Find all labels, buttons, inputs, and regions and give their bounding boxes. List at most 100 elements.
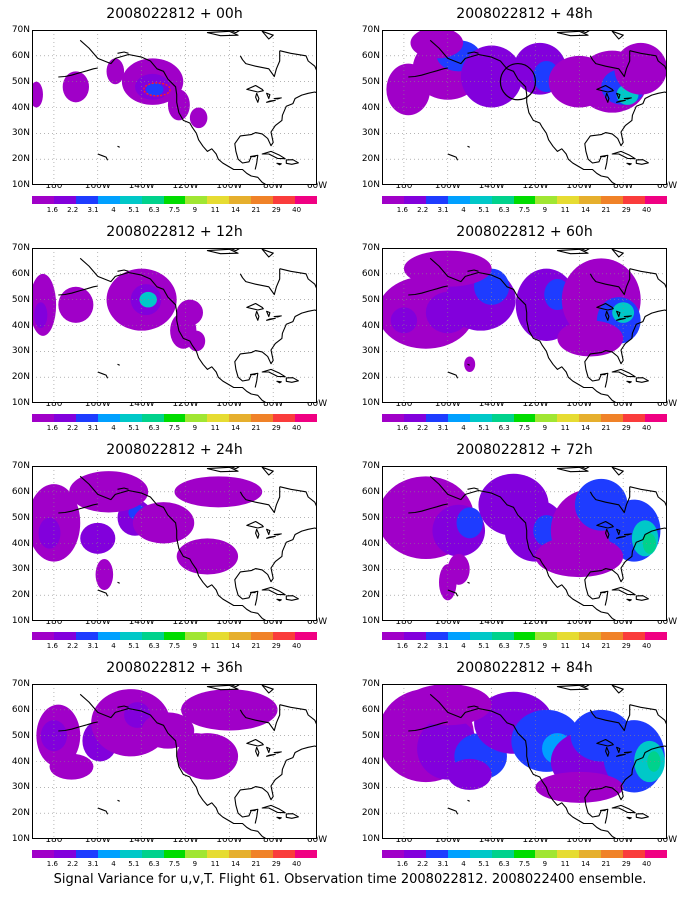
colorbar-swatch [623, 414, 646, 422]
figure-caption: Signal Variance for u,v,T. Flight 61. Ob… [53, 872, 647, 887]
lat-tick-label: 20N [11, 808, 30, 819]
colorbar-swatch [163, 850, 186, 858]
plot-frame [32, 248, 317, 403]
colorbar [382, 850, 667, 858]
variance-contour [49, 753, 94, 780]
variance-contour [141, 712, 195, 749]
variance-contour [62, 71, 89, 103]
colorbar-swatch [53, 196, 76, 204]
lat-tick-label: 10N [361, 616, 380, 626]
colorbar-swatch [251, 632, 274, 640]
variance-contour [176, 299, 204, 326]
colorbar-swatch [53, 414, 76, 422]
lon-tick-label: 180 [45, 399, 63, 409]
lon-tick-label: 80W [262, 835, 284, 845]
lat-tick-label: 50N [11, 730, 30, 741]
variance-contour [447, 758, 492, 790]
colorbar-label: 21 [601, 642, 611, 650]
plot-frame [382, 30, 667, 185]
colorbar-label: 5.1 [128, 206, 140, 214]
plot-frame [32, 466, 317, 621]
lon-tick-label: 180 [395, 617, 413, 627]
variance-contour [174, 476, 263, 508]
colorbar-swatch [557, 196, 580, 204]
variance-contour [106, 58, 125, 85]
colorbar-label: 14 [231, 860, 241, 868]
colorbar-swatch [32, 196, 54, 204]
colorbar-swatch [645, 632, 667, 640]
colorbar-swatch [579, 196, 602, 204]
variance-contour [642, 533, 657, 554]
lon-tick-label: 120W [522, 617, 549, 627]
colorbar-label: 4 [461, 642, 466, 650]
colorbar-swatch [557, 632, 580, 640]
colorbar-label: 9 [192, 206, 198, 214]
lon-tick-label: 100W [566, 399, 593, 409]
lat-tick-label: 50N [361, 512, 380, 523]
colorbar-label: 7.5 [518, 424, 531, 432]
colorbar-label: 11 [210, 206, 220, 214]
lat-tick-label: 10N [11, 616, 30, 626]
variance-contour [647, 751, 661, 772]
lon-tick-label: 120W [172, 181, 199, 191]
lat-tick-label: 30N [11, 128, 30, 139]
lon-tick-label: 140W [128, 835, 155, 845]
panel-title: 2008022812 + 12h [106, 224, 243, 240]
verification-region-circle [499, 62, 537, 101]
colorbar-label: 7.5 [518, 860, 531, 868]
colorbar-label: 3.1 [437, 206, 449, 214]
colorbar-label: 3.1 [87, 642, 99, 650]
colorbar-swatch [601, 414, 624, 422]
lat-tick-label: 50N [11, 294, 30, 305]
colorbar-label: 11 [210, 860, 220, 868]
lat-tick-label: 70N [11, 25, 30, 35]
colorbar-label: 21 [601, 424, 611, 432]
colorbar [32, 414, 317, 422]
lon-tick-label: 80W [262, 399, 284, 409]
lat-tick-label: 40N [11, 756, 30, 767]
colorbar-swatch [97, 850, 120, 858]
lon-tick-label: 100W [216, 399, 243, 409]
colorbar-label: 21 [601, 206, 611, 214]
colorbar-swatch [163, 414, 186, 422]
variance-field [382, 250, 641, 372]
map-panel: 2008022812 + 72h 70N 60N 50N 40N 30N 20N 10N 180… [350, 436, 700, 654]
colorbar-swatch [141, 196, 164, 204]
lat-tick-label: 30N [361, 564, 380, 575]
variance-contour [187, 330, 206, 352]
lon-tick-label: 80W [262, 617, 284, 627]
colorbar-swatch [579, 632, 602, 640]
colorbar-label: 6.3 [148, 206, 160, 214]
map-plot [32, 30, 317, 185]
lon-tick-label: 60W [656, 835, 678, 845]
panel-title: 2008022812 + 84h [456, 660, 593, 676]
colorbar [382, 632, 667, 640]
colorbar-label: 11 [210, 424, 220, 432]
colorbar-label: 21 [601, 860, 611, 868]
colorbar-label: 40 [292, 642, 302, 650]
colorbar-label: 1.6 [46, 860, 58, 868]
variance-contour [410, 30, 464, 59]
colorbar-label: 6.3 [148, 642, 160, 650]
variance-contour [464, 356, 476, 372]
lat-tick-label: 30N [11, 346, 30, 357]
lat-tick-label: 10N [361, 834, 380, 844]
colorbar-swatch [403, 632, 426, 640]
colorbar-swatch [579, 850, 602, 858]
lon-tick-label: 160W [84, 181, 111, 191]
lon-tick-label: 160W [84, 835, 111, 845]
colorbar-swatch [491, 414, 514, 422]
colorbar-label: 9 [542, 424, 548, 432]
lat-tick-label: 20N [11, 154, 30, 165]
lat-tick-label: 20N [361, 154, 380, 165]
colorbar-swatch [447, 196, 470, 204]
colorbar-swatch [513, 850, 536, 858]
lon-tick-label: 160W [434, 399, 461, 409]
lat-tick-label: 60N [361, 486, 380, 497]
colorbar-label: 3.1 [87, 424, 99, 432]
lat-tick-label: 70N [11, 679, 30, 689]
variance-contour [535, 771, 624, 803]
colorbar-label: 2.2 [67, 642, 79, 650]
colorbar-swatch [382, 632, 404, 640]
lon-tick-label: 160W [434, 181, 461, 191]
